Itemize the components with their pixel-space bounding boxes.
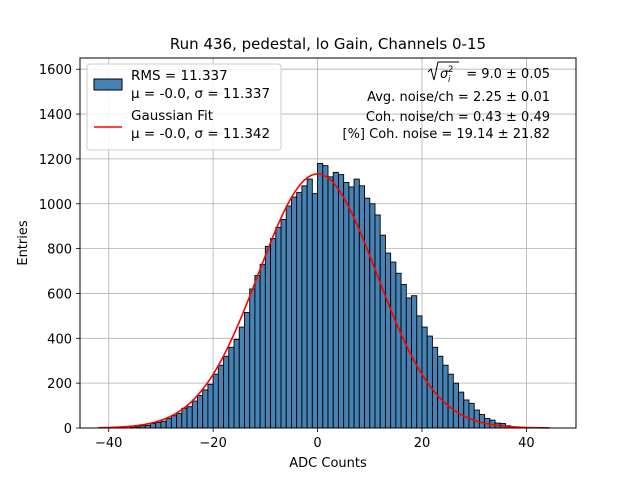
histogram-bar xyxy=(468,402,475,429)
histogram-bar xyxy=(165,418,172,429)
histogram-bar xyxy=(364,197,371,429)
y-tick-label: 400 xyxy=(47,332,72,347)
histogram-bar xyxy=(442,364,449,429)
legend-swatch-histogram xyxy=(93,78,123,91)
svg-text:2: 2 xyxy=(448,65,453,75)
svg-text:σ: σ xyxy=(440,67,449,82)
y-tick-label: 1200 xyxy=(39,153,72,168)
y-tick-label: 0 xyxy=(64,422,72,437)
annotation-coh-noise: Coh. noise/ch = 0.43 ± 0.49 xyxy=(366,110,550,125)
histogram-bar xyxy=(170,415,178,429)
histogram-bar xyxy=(160,420,167,429)
y-tick-label: 600 xyxy=(47,287,72,302)
x-tick-label: −40 xyxy=(95,436,122,451)
histogram-bar xyxy=(437,355,444,429)
x-tick-label: −20 xyxy=(199,436,226,451)
legend-label-rms: RMS = 11.337 xyxy=(131,68,228,84)
y-tick-label: 200 xyxy=(47,377,72,392)
histogram-bar xyxy=(197,395,204,429)
chart-title: Run 436, pedestal, lo Gain, Channels 0-1… xyxy=(170,35,486,53)
histogram-bar xyxy=(244,312,251,429)
legend-label-fit-params: μ = -0.0, σ = 11.342 xyxy=(131,126,270,142)
histogram-bar xyxy=(275,226,282,429)
histogram-bar xyxy=(254,275,261,429)
x-tick-label: 20 xyxy=(414,436,431,451)
histogram-bar xyxy=(348,186,355,429)
histogram-bar xyxy=(285,205,292,429)
histogram-bar xyxy=(369,203,376,429)
histogram-bar xyxy=(212,373,219,429)
histogram-bar xyxy=(327,176,334,429)
histogram-bar xyxy=(291,196,298,429)
x-ticks: −40 −20 0 20 40 xyxy=(95,428,535,451)
histogram-bar xyxy=(233,338,240,429)
histogram-bar xyxy=(259,263,266,429)
histogram-bar xyxy=(280,219,287,429)
x-axis-label: ADC Counts xyxy=(289,456,367,471)
legend-box xyxy=(86,63,282,151)
noise-annotations: σ i 2 = 9.0 ± 0.05 Avg. noise/ch = 2.25 … xyxy=(343,61,551,142)
histogram-bar xyxy=(249,288,256,429)
histogram-bar xyxy=(238,326,245,429)
x-tick-label: 40 xyxy=(518,436,535,451)
histogram-bar xyxy=(306,178,313,429)
legend-label-fit: Gaussian Fit xyxy=(131,108,213,124)
histogram-bar xyxy=(400,284,407,429)
histogram-bar xyxy=(379,234,386,429)
histogram-bar xyxy=(311,193,319,429)
histogram-bar xyxy=(150,423,157,429)
histogram-bar xyxy=(223,355,230,429)
histogram-bar xyxy=(228,346,235,429)
histogram-bar xyxy=(473,409,480,429)
histogram-bar xyxy=(374,214,381,429)
svg-text:i: i xyxy=(448,75,451,85)
histogram-bar xyxy=(186,406,193,429)
y-tick-label: 800 xyxy=(47,243,72,258)
histogram-bar xyxy=(181,407,188,429)
histogram-bar xyxy=(217,364,225,429)
histogram-bar xyxy=(202,389,209,429)
histogram-bar xyxy=(395,272,402,429)
histogram-bar xyxy=(301,185,308,429)
y-tick-label: 1600 xyxy=(39,63,72,78)
histogram-bar xyxy=(458,391,465,429)
annotation-coh-noise-percent: [%] Coh. noise = 19.14 ± 21.82 xyxy=(343,127,551,142)
x-tick-label: 0 xyxy=(313,436,321,451)
histogram-bar xyxy=(478,414,486,429)
histogram-bar xyxy=(176,412,183,429)
histogram-bar xyxy=(452,382,459,429)
y-ticks: 0 200 400 600 800 1000 1200 1400 1600 xyxy=(39,63,80,437)
legend: RMS = 11.337 μ = -0.0, σ = 11.337 Gaussi… xyxy=(86,63,282,151)
histogram-bar xyxy=(384,252,392,429)
histogram-bar xyxy=(296,192,303,429)
histogram-bar xyxy=(358,185,365,429)
histogram-bar xyxy=(317,162,324,429)
histogram-bar xyxy=(191,400,198,429)
annotation-sigma: = 9.0 ± 0.05 xyxy=(466,67,550,82)
histogram-bar xyxy=(405,297,412,429)
plot-frame xyxy=(79,57,577,429)
y-tick-label: 1000 xyxy=(39,198,72,213)
histogram-bar xyxy=(322,165,329,429)
y-tick-label: 1400 xyxy=(39,108,72,123)
histogram-bar xyxy=(390,261,397,429)
histogram-bar xyxy=(264,245,272,429)
histogram-bar xyxy=(270,238,277,429)
histogram-bar xyxy=(343,182,350,429)
sigma-sqrt-formula: σ i 2 xyxy=(427,61,459,85)
y-axis-label: Entries xyxy=(16,220,31,266)
histogram-bar xyxy=(353,178,360,429)
histogram-bar xyxy=(431,346,439,429)
histogram-bar xyxy=(463,399,470,429)
histogram-bars xyxy=(129,162,517,429)
annotation-avg-noise: Avg. noise/ch = 2.25 ± 0.01 xyxy=(367,90,550,105)
histogram-bar xyxy=(337,174,345,429)
histogram-bar xyxy=(447,373,454,429)
histogram-bar xyxy=(332,171,339,429)
histogram-bar xyxy=(207,383,214,429)
legend-label-hist-params: μ = -0.0, σ = 11.337 xyxy=(131,86,270,102)
histogram-bar xyxy=(155,421,162,429)
gaussian-fit-line xyxy=(98,173,550,429)
